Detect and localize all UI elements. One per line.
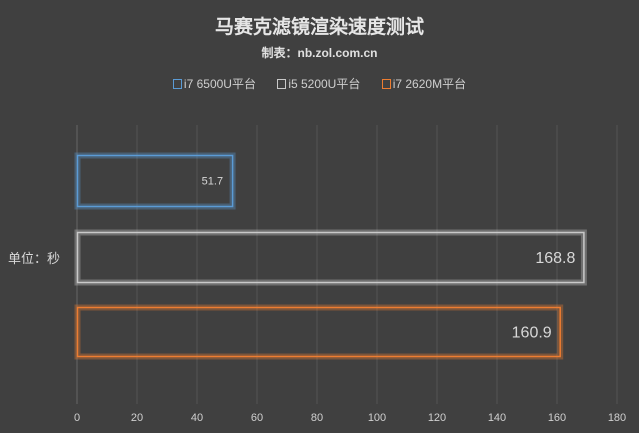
y-axis-label: 单位：秒 — [8, 251, 61, 266]
legend-label: i7 6500U平台 — [183, 77, 256, 91]
bar — [76, 231, 585, 284]
legend-item: i5 5200U平台 — [277, 77, 360, 91]
x-tick-label: 40 — [191, 412, 203, 424]
x-tick-label: 60 — [251, 412, 263, 424]
bar — [76, 306, 561, 358]
legend-swatch — [277, 79, 287, 89]
legend-swatch — [172, 79, 182, 89]
x-tick-label: 100 — [368, 412, 386, 424]
bar — [76, 154, 234, 208]
legend-item: i7 6500U平台 — [172, 77, 256, 91]
legend: i7 6500U平台 i5 5200U平台 i7 2620M平台 — [0, 75, 639, 92]
x-tick-label: 0 — [74, 412, 80, 424]
x-tick-label: 140 — [488, 412, 506, 424]
x-tick-label: 80 — [311, 412, 323, 424]
data-label: 168.8 — [535, 250, 575, 267]
bar-glow — [74, 229, 587, 286]
x-tick-label: 120 — [428, 412, 446, 424]
legend-label: i5 5200U平台 — [288, 77, 361, 91]
bar-glow — [74, 304, 564, 360]
legend-label: i7 2620M平台 — [392, 77, 467, 91]
legend-item: i7 2620M平台 — [381, 77, 467, 91]
x-tick-label: 160 — [548, 412, 566, 424]
chart-title: 马赛克滤镜渲染速度测试 — [214, 17, 424, 38]
chart-subtitle: 制表：nb.zol.com.cn — [261, 46, 378, 60]
data-label: 51.7 — [202, 176, 223, 188]
legend-swatch — [381, 79, 391, 89]
x-tick-label: 180 — [608, 412, 626, 424]
data-label: 160.9 — [512, 325, 552, 342]
x-tick-label: 20 — [131, 412, 143, 424]
